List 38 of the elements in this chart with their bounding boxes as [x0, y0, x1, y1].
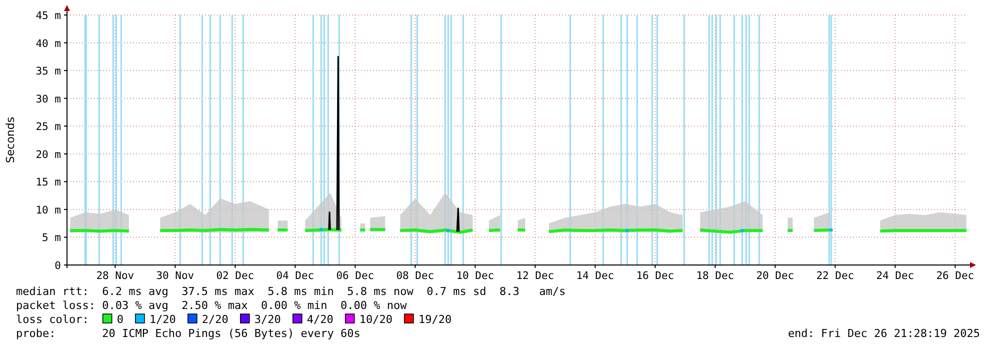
y-tick-label: 40 m: [36, 38, 61, 50]
text: end: Fri Dec 26 21:28:19 2025: [788, 327, 980, 340]
y-tick-label: 30 m: [36, 93, 61, 106]
x-tick-label: 02 Dec: [216, 270, 254, 282]
x-tick-label: 08 Dec: [396, 270, 434, 282]
x-tick-label: 06 Dec: [336, 270, 374, 282]
legend-label: 2/20: [202, 313, 228, 326]
x-tick-label: 16 Dec: [636, 270, 674, 282]
legend-label: 19/20: [418, 313, 452, 326]
x-tick-label: 12 Dec: [516, 270, 554, 282]
y-tick-label: 10 m: [36, 204, 61, 216]
x-tick-label: 20 Dec: [756, 270, 794, 282]
legend-title: loss color:: [16, 313, 89, 326]
y-tick-label: 0: [54, 260, 61, 272]
legend-label: 4/20: [306, 313, 334, 326]
text: median rtt: 6.2 ms avg 37.5 ms max 5.8 ms min 5.8 ms now 0.7 ms sd 8.3 am/s: [16, 285, 566, 298]
x-tick-label: 30 Nov: [156, 270, 194, 282]
x-tick-label: 28 Nov: [96, 270, 134, 282]
x-tick-label: 10 Dec: [456, 270, 494, 282]
y-tick-label: 35 m: [36, 66, 61, 78]
legend-label: 1/20: [149, 313, 176, 326]
legend-label: 3/20: [254, 313, 281, 326]
x-tick-label: 04 Dec: [276, 270, 314, 282]
legend-label: 0: [116, 313, 124, 326]
y-tick-label: 20 m: [36, 148, 61, 161]
x-tick-label: 26 Dec: [936, 270, 974, 282]
x-tick-label: 22 Dec: [816, 270, 854, 282]
x-tick-label: 14 Dec: [576, 270, 614, 282]
y-tick-label: 25 m: [36, 121, 61, 134]
x-tick-label: 24 Dec: [876, 270, 914, 282]
text: probe: 20 ICMP Echo Pings (56 Bytes) every 60s: [16, 327, 360, 340]
y-tick-label: 15 m: [36, 176, 61, 189]
y-tick-label: 45 m: [36, 10, 61, 22]
text: packet loss: 0.03 % avg 2.50 % max 0.00 % min 0.00 % now: [16, 299, 408, 312]
legend-label: 10/20: [359, 313, 392, 326]
y-tick-label: 5 m: [42, 232, 61, 244]
y-axis-title: Seconds: [4, 116, 17, 164]
x-tick-label: 18 Dec: [696, 270, 734, 282]
